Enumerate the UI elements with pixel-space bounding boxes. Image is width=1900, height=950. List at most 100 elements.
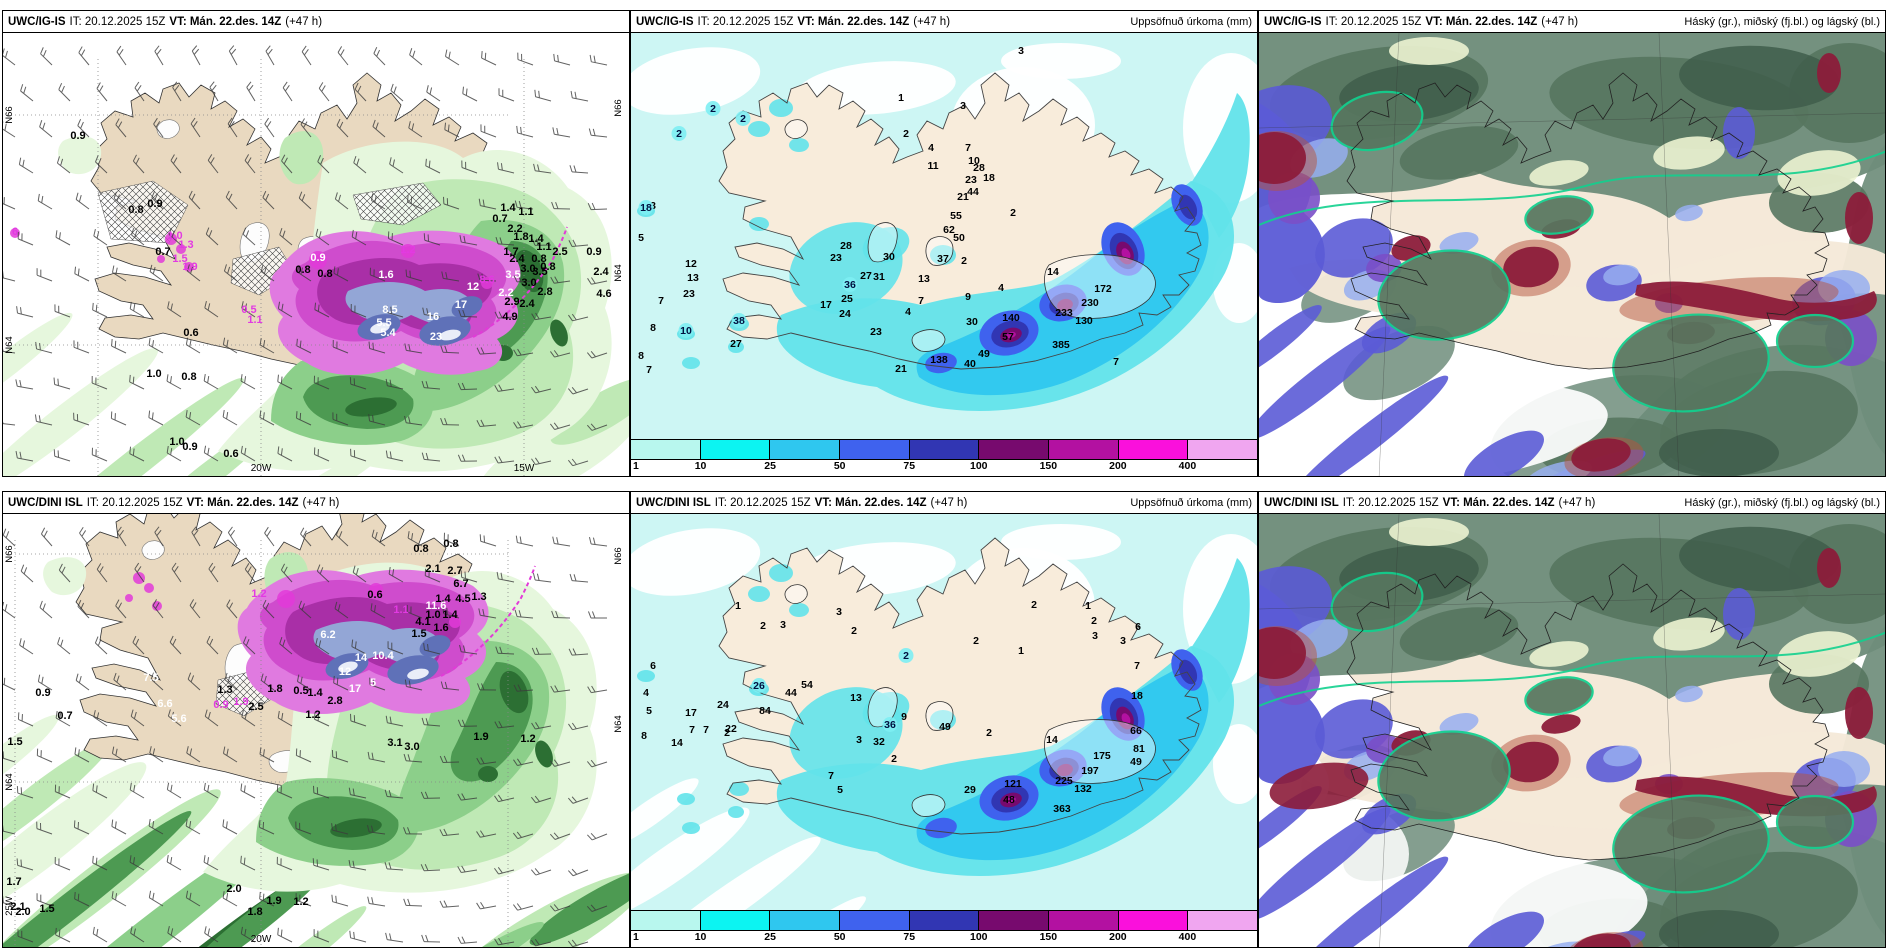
precip-accum-layer [637, 558, 1250, 876]
svg-text:23: 23 [430, 331, 442, 343]
svg-text:6.6: 6.6 [157, 698, 172, 710]
svg-text:7: 7 [918, 295, 924, 307]
svg-text:1.5: 1.5 [411, 628, 426, 640]
svg-text:1.0: 1.0 [146, 368, 161, 380]
svg-text:5: 5 [646, 705, 652, 717]
svg-text:7.5: 7.5 [143, 672, 158, 684]
map-cloud-cover [1259, 514, 1885, 947]
header-left: UWC/IG-IS IT: 20.12.2025 15Z VT: Mán. 22.d… [1264, 16, 1582, 28]
svg-text:7: 7 [1134, 660, 1140, 672]
svg-text:1: 1 [1018, 645, 1024, 657]
init-time: IT: 20.12.2025 15Z [86, 496, 183, 509]
svg-text:6.2: 6.2 [320, 629, 335, 641]
svg-text:23: 23 [830, 252, 842, 264]
svg-text:57: 57 [1002, 331, 1014, 343]
svg-text:17: 17 [685, 707, 697, 719]
svg-text:1.9: 1.9 [266, 895, 281, 907]
svg-text:16: 16 [427, 311, 439, 323]
colorbar-tick-label: 1 [633, 460, 639, 472]
svg-text:10.4: 10.4 [372, 650, 394, 662]
svg-text:138: 138 [930, 354, 948, 366]
svg-text:2.4: 2.4 [519, 298, 535, 310]
svg-text:1.2: 1.2 [400, 244, 415, 256]
colorbar-tick-label: 400 [1178, 460, 1197, 472]
svg-text:1.1: 1.1 [393, 604, 408, 616]
svg-text:6.7: 6.7 [453, 578, 468, 590]
svg-text:32: 32 [873, 736, 885, 748]
dense-cloud-layer [1259, 548, 1877, 947]
svg-text:11: 11 [927, 160, 938, 172]
colorbar-tick-label: 10 [694, 460, 707, 472]
svg-text:4: 4 [643, 687, 649, 699]
lead-time: (+47 h) [1541, 15, 1579, 28]
svg-text:2: 2 [1031, 599, 1037, 611]
svg-text:2: 2 [724, 727, 730, 739]
svg-text:25W: 25W [4, 896, 15, 916]
svg-text:2.4: 2.4 [593, 266, 609, 278]
svg-text:48: 48 [1003, 794, 1015, 806]
svg-text:8: 8 [650, 322, 656, 334]
svg-text:2.2: 2.2 [498, 287, 513, 299]
svg-text:0.9: 0.9 [147, 198, 162, 210]
svg-text:3: 3 [1120, 635, 1126, 647]
colorbar-segment [631, 911, 701, 930]
svg-text:14: 14 [671, 737, 683, 749]
svg-text:0.6: 0.6 [367, 589, 382, 601]
svg-text:13: 13 [687, 272, 699, 284]
svg-text:7: 7 [689, 724, 695, 736]
svg-text:23: 23 [965, 174, 977, 186]
model-name: UWC/DINI ISL [636, 496, 711, 509]
svg-text:0.9: 0.9 [213, 699, 228, 711]
svg-text:1.2: 1.2 [305, 709, 320, 721]
svg-text:8: 8 [638, 350, 644, 362]
model-name: UWC/IG-IS [636, 15, 694, 28]
svg-text:0.6: 0.6 [183, 327, 198, 339]
svg-text:N64: N64 [4, 773, 15, 790]
svg-text:2.1: 2.1 [425, 563, 440, 575]
svg-text:18: 18 [640, 202, 652, 214]
svg-text:225: 225 [1055, 775, 1073, 787]
colorbar-segment [979, 440, 1050, 459]
valid-time: VT: Mán. 22.des. 14Z [1442, 496, 1555, 509]
svg-text:2.9: 2.9 [504, 296, 519, 308]
svg-text:11.6: 11.6 [426, 600, 447, 612]
field-label: Uppsöfnuð úrkoma (mm) [1130, 496, 1252, 509]
colorbar-tick-label: 50 [833, 931, 846, 943]
svg-text:23: 23 [683, 288, 695, 300]
svg-text:36: 36 [884, 719, 896, 731]
svg-text:0.6: 0.6 [223, 448, 238, 460]
svg-text:2: 2 [760, 620, 766, 632]
outlined-cloud-cells [1259, 571, 1885, 894]
colorbar-tick-label: 1 [633, 931, 639, 943]
colorbar-segment [909, 440, 980, 459]
svg-text:27: 27 [730, 338, 742, 350]
panel-igis-clouds: UWC/IG-IS IT: 20.12.2025 15Z VT: Mán. 22.d… [1258, 10, 1886, 477]
svg-text:197: 197 [1081, 765, 1099, 777]
svg-text:1.4: 1.4 [528, 233, 544, 245]
colorbar-segment [1118, 911, 1189, 930]
svg-text:17: 17 [349, 683, 361, 695]
svg-text:10: 10 [680, 325, 692, 337]
svg-text:172: 172 [1094, 283, 1112, 295]
svg-text:24: 24 [717, 699, 729, 711]
svg-text:3: 3 [856, 734, 862, 746]
svg-text:0.7: 0.7 [155, 246, 170, 258]
header-left: UWC/IG-IS IT: 20.12.2025 15Z VT: Mán. 22.d… [636, 16, 954, 28]
svg-text:N64: N64 [4, 336, 15, 353]
svg-text:28: 28 [973, 162, 985, 174]
header-left: UWC/DINI ISL IT: 20.12.2025 15Z VT: Mán. 2… [8, 497, 343, 509]
model-name: UWC/IG-IS [8, 15, 66, 28]
svg-text:0.9: 0.9 [310, 252, 325, 264]
svg-text:4.5: 4.5 [455, 593, 470, 605]
svg-text:1.4: 1.4 [442, 609, 458, 621]
svg-text:1.8: 1.8 [247, 906, 262, 918]
svg-text:54: 54 [801, 679, 813, 691]
svg-text:0.7: 0.7 [57, 710, 72, 722]
svg-text:1.4: 1.4 [500, 202, 516, 214]
svg-text:3: 3 [836, 606, 842, 618]
svg-text:1.5: 1.5 [7, 736, 22, 748]
glacier-outlines [718, 537, 1202, 835]
svg-text:1.5: 1.5 [172, 253, 187, 265]
